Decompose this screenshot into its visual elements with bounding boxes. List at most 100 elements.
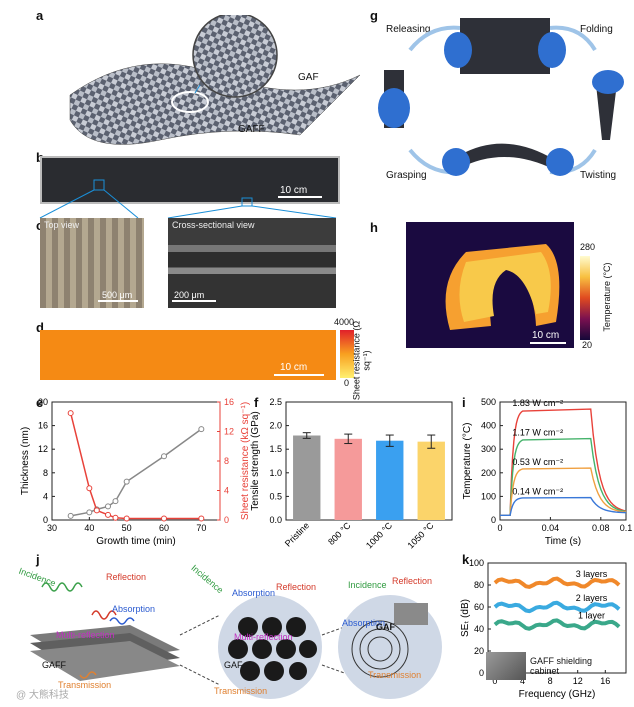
f-plot-frame — [285, 401, 453, 521]
i-xtick-label: 0 — [497, 523, 502, 533]
thermal-image — [406, 222, 574, 348]
f-bar — [334, 438, 362, 520]
panel-a-letter: a — [36, 8, 44, 23]
panel-d-scalebar-text: 10 cm — [280, 362, 308, 373]
panel-h-cbar-min: 20 — [582, 340, 593, 350]
chart-i: 0 0.04 0.08 0.1 0 100 200 300 400 500 Time (s) Temp… — [462, 397, 632, 547]
label-grasping: Grasping — [386, 170, 427, 181]
top-view-title: Top view — [44, 220, 80, 230]
label-twisting: Twisting — [580, 170, 617, 181]
e-plot-frame — [51, 401, 221, 521]
watermark: @ 大熊科技 — [16, 690, 69, 701]
panel-d-cbar-min: 0 — [344, 378, 350, 388]
e-ytick-label: 16 — [38, 421, 48, 431]
e-point — [105, 511, 111, 518]
k-series-label: 2 layers — [576, 593, 608, 603]
k-xtick-label: 16 — [600, 676, 610, 686]
cross-section-scalebar-text: 200 μm — [174, 290, 205, 300]
gaff-label: GAFF — [238, 124, 265, 135]
i-ytick-label: 0 — [491, 515, 496, 525]
panel-k-letter: k — [462, 552, 470, 567]
e-ylabel: Thickness (nm) — [20, 427, 31, 495]
label-releasing: Releasing — [386, 24, 431, 35]
f-ytick-label: 0.5 — [269, 491, 282, 501]
j-absorption-1: Absorption — [112, 604, 156, 614]
k-xtick-label: 4 — [520, 676, 525, 686]
cross-section-scalebar-line — [172, 300, 216, 302]
i-series-line — [500, 408, 627, 516]
e-point — [161, 515, 167, 522]
e-xtick-label: 60 — [159, 523, 169, 533]
panel-d-cbar-max: 4000 — [334, 317, 355, 327]
f-category-label: Pristine — [283, 520, 311, 548]
k-ytick-label: 60 — [474, 602, 484, 612]
panel-d-scalebar-line — [274, 374, 324, 376]
panel-h-scalebar-text: 10 cm — [532, 330, 560, 341]
k-ytick-label: 20 — [474, 646, 484, 656]
e-y2tick-label: 4 — [224, 486, 229, 496]
i-series-label: 0.14 W cm⁻² — [512, 487, 563, 497]
f-category-label: 1050 °C — [406, 520, 436, 550]
shielding-cabinet-photo — [486, 652, 526, 680]
e-point — [161, 453, 167, 460]
f-category-label: 1000 °C — [364, 520, 394, 550]
woven-fabric-illustration — [69, 15, 360, 145]
e-point — [105, 503, 111, 510]
i-series-line — [500, 467, 627, 516]
chart-f: 0.0 0.5 1.0 1.5 2.0 2.5 Tensile strength (GPa)… — [250, 397, 453, 550]
j-reflection-3: Reflection — [392, 576, 433, 586]
j-multireflection-2: Multi-reflection — [234, 632, 293, 642]
f-bar — [417, 441, 445, 520]
top-view-scalebar-text: 500 μm — [102, 290, 133, 300]
panel-i-letter: i — [462, 395, 466, 410]
j-absorption-3: Absorption — [342, 618, 386, 628]
e-point — [198, 426, 205, 433]
panel-h-cbar-max: 280 — [580, 242, 596, 252]
e-ytick-label: 0 — [43, 515, 48, 525]
shielding-mechanism-diagram — [30, 582, 442, 699]
k-xtick-label: 0 — [492, 676, 497, 686]
e-xtick-label: 70 — [196, 523, 206, 533]
i-ytick-label: 100 — [481, 491, 496, 501]
e-series-line — [69, 412, 202, 520]
panel-g-letter: g — [370, 8, 378, 23]
e-ytick-label: 4 — [43, 491, 48, 501]
cross-section-micrograph — [168, 218, 336, 308]
e-y2label: Sheet resistance (kΩ sq⁻¹) — [240, 402, 251, 520]
panel-d-colorbar — [340, 330, 354, 378]
e-ytick-label: 8 — [43, 468, 48, 478]
k-xtick-label: 12 — [573, 676, 583, 686]
i-series-line — [500, 496, 627, 516]
k-cabinet-label: GAFF shielding cabinet — [530, 656, 593, 676]
panel-e-letter: e — [36, 395, 44, 410]
e-y2tick-label: 0 — [224, 515, 229, 525]
i-ytick-label: 500 — [481, 397, 496, 407]
e-point — [86, 509, 93, 516]
f-ytick-label: 2.5 — [269, 397, 282, 407]
i-series-label: 1.17 W cm⁻² — [512, 428, 563, 438]
j-absorption-2: Absorption — [232, 588, 276, 598]
e-point — [67, 512, 74, 519]
gaf-label: GAF — [298, 72, 319, 83]
f-bar — [376, 440, 404, 520]
j-gaf-1: GAF — [224, 660, 243, 670]
e-ytick-label: 12 — [38, 444, 48, 454]
e-point — [123, 478, 130, 485]
k-ytick-label: 40 — [474, 624, 484, 634]
k-ytick-label: 0 — [479, 668, 484, 678]
j-multireflection-1: Multi-reflection — [56, 630, 115, 640]
e-xtick-label: 30 — [47, 523, 57, 533]
zoom-lines — [39, 179, 337, 218]
chart-e: 30 40 50 60 70 0 4 8 12 16 20 0 4 8 12 16 Growth time (m… — [20, 397, 251, 547]
i-series-label: 1.83 W cm⁻² — [512, 398, 563, 408]
e-series-line — [70, 428, 202, 517]
i-series-line — [500, 437, 627, 516]
cross-section-title: Cross-sectional view — [172, 220, 255, 230]
chart-k: 0 4 8 12 16 0 20 40 60 80 100 Frequency (GHz) SEₜ (d… — [460, 558, 627, 700]
panel-d-letter: d — [36, 320, 44, 335]
f-ytick-label: 1.5 — [269, 444, 282, 454]
j-transmission-2: Transmission — [214, 686, 268, 696]
f-ylabel: Tensile strength (GPa) — [250, 411, 261, 511]
panel-f-letter: f — [254, 395, 259, 410]
j-incidence-3: Incidence — [348, 580, 387, 590]
